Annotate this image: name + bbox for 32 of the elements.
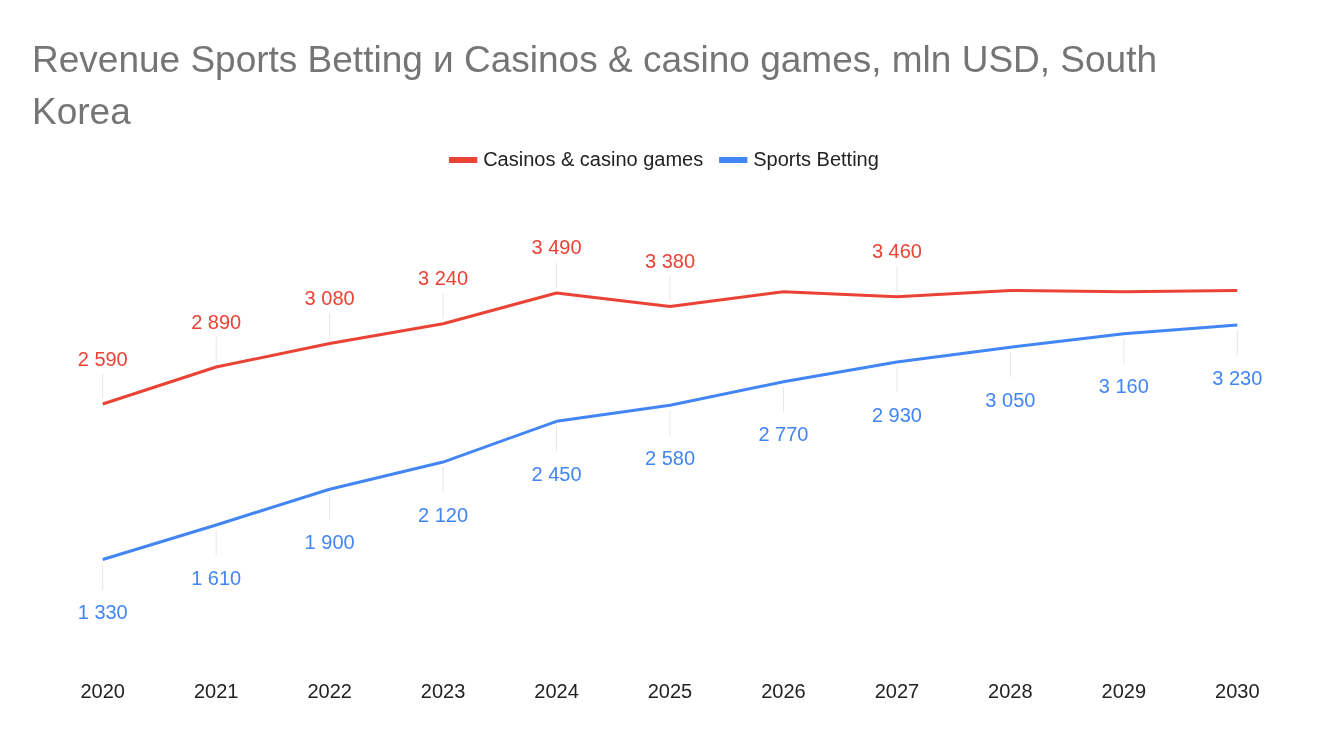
x-tick-label: 2025 — [647, 679, 693, 702]
x-tick-label: 2028 — [988, 679, 1033, 702]
data-label: 1 330 — [77, 601, 128, 624]
x-tick-label: 2029 — [1101, 679, 1147, 702]
chart-title: Revenue Sports Betting и Casinos & casino games, mln USD, South Korea — [32, 38, 1159, 134]
legend-label: Casinos & casino games — [483, 147, 704, 170]
data-label: 3 490 — [531, 236, 582, 259]
x-tick-label: 2024 — [534, 679, 579, 702]
data-label: 2 120 — [418, 503, 469, 526]
data-label: 2 590 — [77, 347, 128, 370]
data-label: 3 160 — [1098, 375, 1149, 398]
data-label: 2 770 — [758, 423, 809, 446]
x-tick-label: 2021 — [193, 679, 239, 702]
x-tick-label: 2023 — [420, 679, 466, 702]
x-tick-label: 2027 — [874, 679, 920, 702]
data-label: 1 900 — [304, 530, 355, 553]
data-label: 3 380 — [644, 250, 696, 273]
data-label: 2 930 — [871, 403, 922, 426]
legend-label: Sports Betting — [753, 147, 879, 170]
data-label: 3 460 — [871, 240, 922, 263]
data-label: 3 080 — [304, 287, 355, 310]
data-label: 2 580 — [644, 446, 696, 469]
data-label: 2 450 — [531, 462, 582, 485]
data-label: 1 610 — [191, 566, 242, 589]
x-tick-label: 2030 — [1215, 679, 1260, 702]
data-label: 3 230 — [1212, 366, 1263, 389]
data-label: 3 050 — [985, 388, 1036, 411]
x-tick-label: 2026 — [761, 679, 806, 702]
data-label: 2 890 — [191, 310, 242, 333]
data-label: 3 240 — [418, 267, 469, 290]
x-tick-label: 2022 — [307, 679, 352, 702]
x-tick-label: 2020 — [80, 679, 125, 702]
